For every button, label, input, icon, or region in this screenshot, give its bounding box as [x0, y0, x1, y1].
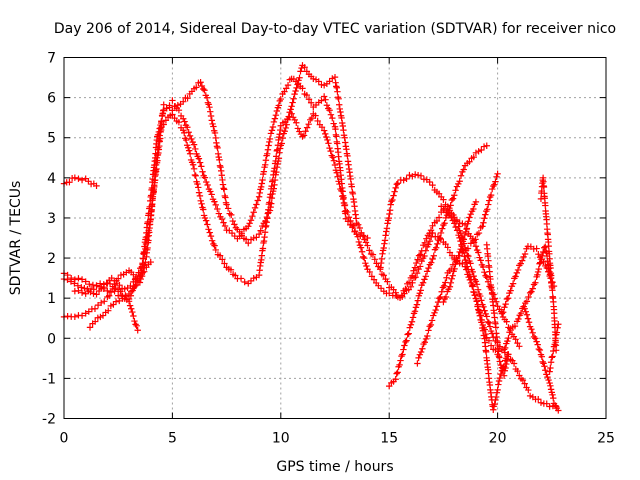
y-tick-label: 2: [47, 251, 56, 267]
y-tick-label: 4: [47, 171, 56, 187]
grid-lines: [64, 57, 606, 419]
x-tick-label: 25: [597, 431, 615, 447]
x-tick-label: 20: [489, 431, 507, 447]
x-tick-label: 0: [60, 431, 69, 447]
series-trace-a: [60, 174, 100, 190]
point-markers: [440, 198, 480, 306]
x-tick-label: 15: [380, 431, 398, 447]
y-tick-label: 1: [47, 291, 56, 307]
series-trace-q: [546, 321, 562, 375]
point-markers: [86, 258, 154, 331]
y-tick-label: 3: [47, 211, 56, 227]
series-trace-l: [500, 243, 555, 353]
point-markers: [438, 203, 510, 413]
point-markers: [60, 174, 100, 190]
y-axis: -2 -1 0 1 2 3 4 5 6 7: [42, 51, 606, 428]
series-trace-p: [440, 198, 480, 306]
x-axis: 0 5 10 15 20 25: [60, 57, 615, 447]
y-tick-label: -2: [42, 412, 56, 428]
point-markers: [500, 243, 555, 353]
chart-title: Day 206 of 2014, Sidereal Day-to-day VTE…: [54, 21, 616, 37]
point-markers: [386, 142, 490, 390]
point-markers: [546, 321, 562, 375]
point-markers: [483, 241, 512, 379]
y-tick-label: 7: [47, 51, 56, 67]
x-tick-label: 10: [272, 431, 290, 447]
point-markers: [520, 303, 562, 414]
series-trace-j: [438, 203, 510, 413]
series-trace-o: [483, 241, 512, 379]
x-tick-label: 5: [168, 431, 177, 447]
data-points: [60, 62, 562, 414]
y-tick-label: 6: [47, 91, 56, 107]
series-trace-h: [386, 142, 490, 390]
series-trace-m: [520, 303, 562, 414]
series-trace-f: [86, 258, 154, 331]
point-markers: [71, 280, 141, 334]
y-axis-label: SDTVAR / TECUs: [8, 181, 24, 296]
x-axis-label: GPS time / hours: [276, 459, 393, 475]
series-trace-b: [60, 75, 371, 298]
y-tick-label: -1: [42, 371, 56, 387]
series-trace-e: [71, 280, 141, 334]
y-tick-label: 0: [47, 331, 56, 347]
plot-frame: [63, 57, 607, 419]
y-tick-label: 5: [47, 131, 56, 147]
point-markers: [60, 75, 371, 298]
